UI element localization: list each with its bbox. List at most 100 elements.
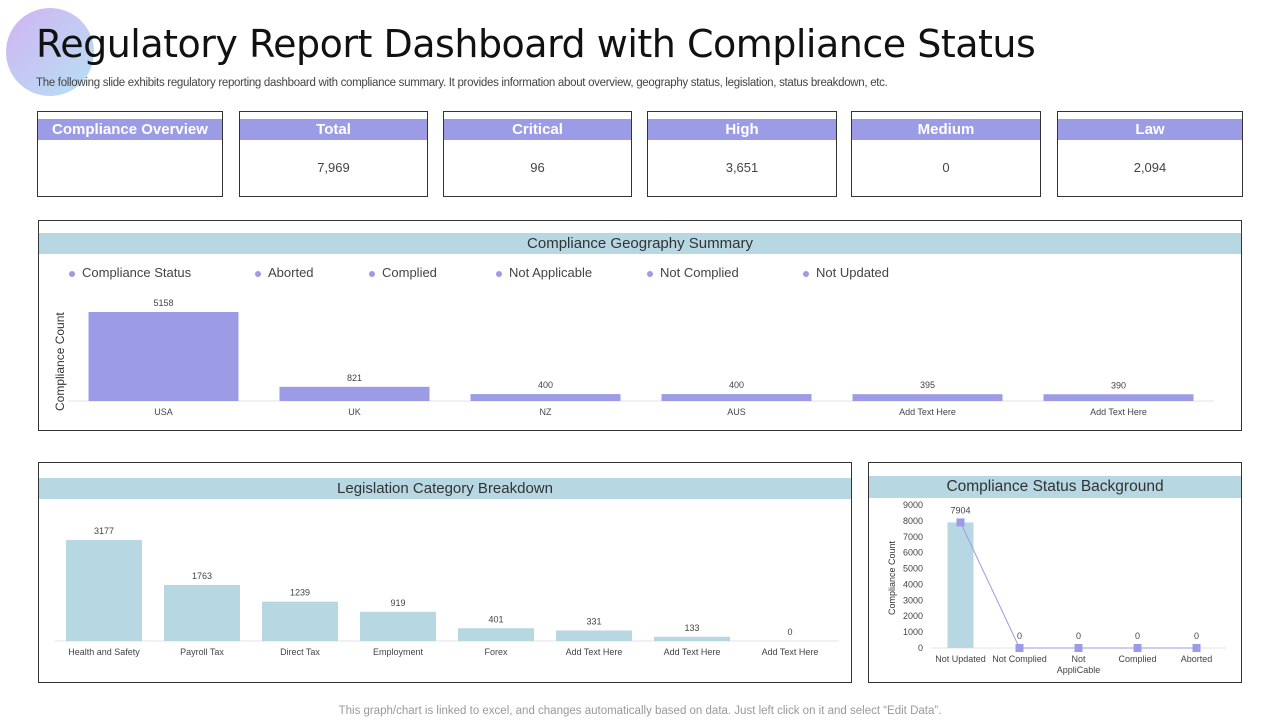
y-tick-label: 0 (918, 643, 923, 653)
x-tick-label: Add Text Here (762, 647, 819, 657)
bar (164, 584, 240, 641)
kpi-law: Law 2,094 (1057, 111, 1243, 197)
x-tick-label: UK (348, 407, 361, 417)
bar (360, 611, 436, 641)
kpi-compliance-overview: Compliance Overview (37, 111, 223, 197)
bar (556, 630, 632, 641)
kpi-label: Law (1058, 119, 1242, 140)
x-tick-label: AppliCable (1057, 665, 1101, 675)
kpi-label: Critical (444, 119, 631, 140)
chart-title: Legislation Category Breakdown (39, 478, 851, 499)
data-label: 331 (586, 616, 601, 626)
legend-item: Not Updated (803, 265, 889, 280)
legend-dot-icon (255, 270, 261, 277)
x-tick-label: Add Text Here (664, 647, 721, 657)
y-tick-label: 1000 (903, 627, 923, 637)
bar (279, 386, 430, 401)
x-tick-label: NZ (540, 407, 552, 417)
legend-dot-icon (69, 270, 75, 277)
data-label: 0 (1076, 631, 1081, 641)
legend-item: Not Applicable (496, 265, 592, 280)
bar (470, 394, 621, 401)
line-marker (956, 518, 965, 527)
status-combo-chart: 0 1000 2000 3000 4000 5000 6000 7000 8000 9000 790… (903, 500, 1226, 675)
data-label: 395 (920, 380, 935, 390)
data-label: 919 (390, 598, 405, 608)
geography-summary-panel: Compliance Geography Summary Compliance … (38, 220, 1242, 431)
bar (66, 540, 142, 641)
data-label: 0 (1017, 631, 1022, 641)
page-title: Regulatory Report Dashboard with Complia… (36, 22, 1036, 66)
x-tick-label: Payroll Tax (180, 647, 224, 657)
kpi-value: 0 (942, 160, 950, 175)
bar (661, 394, 812, 401)
status-background-panel: Compliance Status Background Compliance … (868, 462, 1242, 683)
bar (947, 522, 974, 648)
x-tick-label: Complied (1118, 654, 1156, 664)
data-label: 0 (1194, 631, 1199, 641)
kpi-total: Total 7,969 (239, 111, 428, 197)
data-label: 1763 (192, 571, 212, 581)
kpi-critical: Critical 96 (443, 111, 632, 197)
geography-bar-chart: 5158 USA 821 UK 400 NZ 400 AUS 395 Add Text Here 3… (68, 298, 1214, 417)
kpi-high: High 3,651 (647, 111, 837, 197)
bar (458, 628, 534, 641)
x-tick-label: Add Text Here (1090, 407, 1147, 417)
chart-title: Compliance Status Background (869, 476, 1241, 498)
x-tick-label: USA (154, 407, 173, 417)
page-subtitle: The following slide exhibits regulatory … (36, 77, 888, 89)
x-tick-label: Add Text Here (899, 407, 956, 417)
kpi-value: 2,094 (1133, 160, 1167, 175)
bar (88, 312, 239, 401)
bar (262, 601, 338, 641)
x-tick-label: Employment (373, 647, 424, 657)
legend-item: Complied (369, 265, 437, 280)
x-tick-label: Forex (484, 647, 508, 657)
bar (654, 636, 730, 641)
footer-note: This graph/chart is linked to excel, and… (338, 705, 942, 717)
kpi-label: Medium (852, 119, 1040, 140)
kpi-value: 7,969 (317, 160, 350, 175)
data-label: 0 (787, 627, 792, 637)
kpi-label: Total (240, 119, 427, 140)
legend-dot-icon (369, 270, 375, 277)
legend-dot-icon (647, 270, 653, 277)
x-tick-label: Add Text Here (566, 647, 623, 657)
x-tick-label: Health and Safety (68, 647, 140, 657)
data-label: 133 (684, 623, 699, 633)
y-tick-label: 5000 (903, 564, 923, 574)
data-label: 400 (729, 380, 744, 390)
data-label: 0 (1135, 631, 1140, 641)
kpi-label: High (648, 119, 836, 140)
data-label: 390 (1111, 380, 1126, 390)
legend-item: Compliance Status (69, 265, 191, 280)
data-label: 1239 (290, 588, 310, 598)
kpi-value: 96 (530, 160, 545, 175)
legend-dot-icon (496, 270, 502, 277)
x-tick-label: AUS (727, 407, 746, 417)
data-label: 7904 (950, 505, 970, 515)
line-marker (1192, 644, 1201, 652)
kpi-medium: Medium 0 (851, 111, 1041, 197)
data-label: 821 (347, 373, 362, 383)
y-tick-label: 3000 (903, 595, 923, 605)
series-line (960, 522, 1197, 649)
y-tick-label: 2000 (903, 611, 923, 621)
x-tick-label: Not (1071, 654, 1086, 664)
bar (852, 394, 1003, 401)
x-tick-label: Not Updated (935, 654, 986, 664)
legend-item: Not Complied (647, 265, 739, 280)
y-tick-label: 7000 (903, 532, 923, 542)
kpi-label: Compliance Overview (38, 119, 222, 140)
y-tick-label: 6000 (903, 548, 923, 558)
legislation-breakdown-panel: Legislation Category Breakdown 3177 Healt… (38, 462, 852, 683)
x-tick-label: Direct Tax (280, 647, 320, 657)
y-tick-label: 9000 (903, 500, 923, 510)
x-tick-label: Not Complied (992, 654, 1047, 664)
x-tick-label: Aborted (1181, 654, 1213, 664)
chart-title: Compliance Geography Summary (39, 233, 1241, 254)
data-label: 5158 (153, 298, 173, 308)
legend-item: Aborted (255, 265, 314, 280)
line-marker (1015, 644, 1024, 652)
y-tick-label: 8000 (903, 516, 923, 526)
